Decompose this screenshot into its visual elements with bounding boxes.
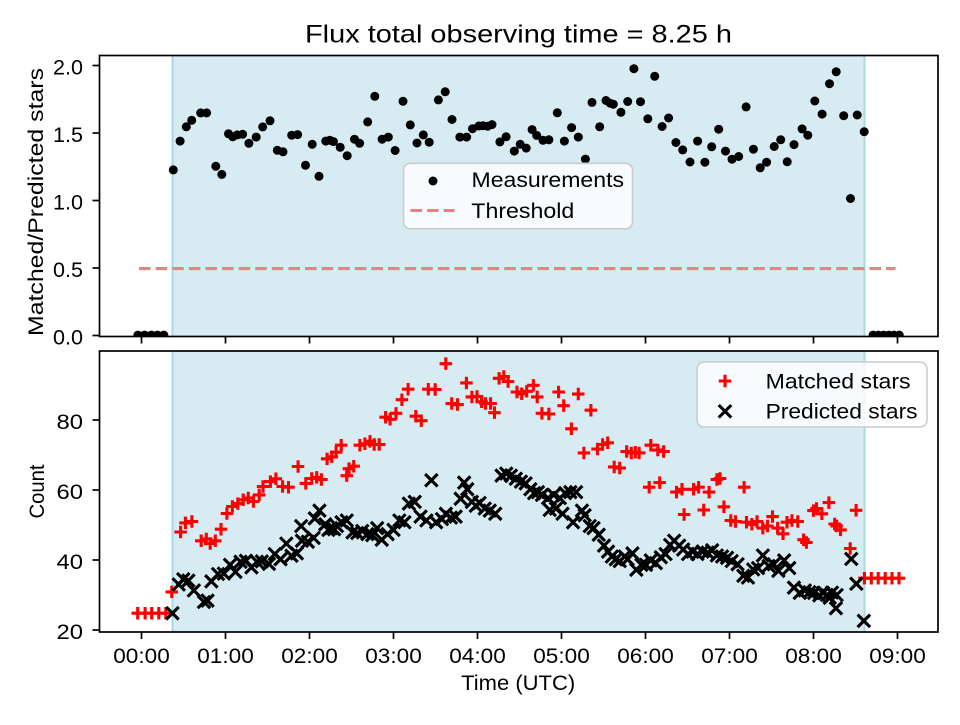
svg-text:05:00: 05:00 bbox=[533, 645, 590, 668]
svg-text:06:00: 06:00 bbox=[617, 645, 674, 668]
svg-text:40: 40 bbox=[57, 551, 84, 574]
svg-text:Measurements: Measurements bbox=[472, 169, 625, 192]
svg-text:Matched/Predicted stars: Matched/Predicted stars bbox=[25, 68, 48, 336]
svg-text:Threshold: Threshold bbox=[471, 200, 574, 223]
svg-text:Matched stars: Matched stars bbox=[766, 370, 911, 393]
svg-text:07:00: 07:00 bbox=[701, 645, 758, 668]
svg-text:Predicted stars: Predicted stars bbox=[766, 401, 918, 424]
svg-text:0.0: 0.0 bbox=[53, 326, 83, 349]
svg-text:80: 80 bbox=[57, 411, 84, 434]
svg-text:20: 20 bbox=[57, 621, 84, 644]
svg-text:02:00: 02:00 bbox=[281, 645, 338, 668]
svg-text:03:00: 03:00 bbox=[365, 645, 422, 668]
svg-text:01:00: 01:00 bbox=[197, 645, 254, 668]
svg-text:08:00: 08:00 bbox=[785, 645, 842, 668]
svg-text:00:00: 00:00 bbox=[113, 645, 170, 668]
svg-text:Flux total observing time = 8.: Flux total observing time = 8.25 h bbox=[305, 21, 732, 49]
svg-text:1.5: 1.5 bbox=[53, 124, 83, 147]
svg-text:2.0: 2.0 bbox=[53, 56, 83, 79]
svg-text:Count: Count bbox=[26, 464, 49, 518]
svg-text:04:00: 04:00 bbox=[449, 645, 506, 668]
svg-text:09:00: 09:00 bbox=[869, 645, 926, 668]
svg-text:0.5: 0.5 bbox=[53, 259, 83, 282]
svg-text:1.0: 1.0 bbox=[53, 191, 83, 214]
svg-text:60: 60 bbox=[57, 481, 84, 504]
svg-text:Time (UTC): Time (UTC) bbox=[461, 672, 575, 695]
